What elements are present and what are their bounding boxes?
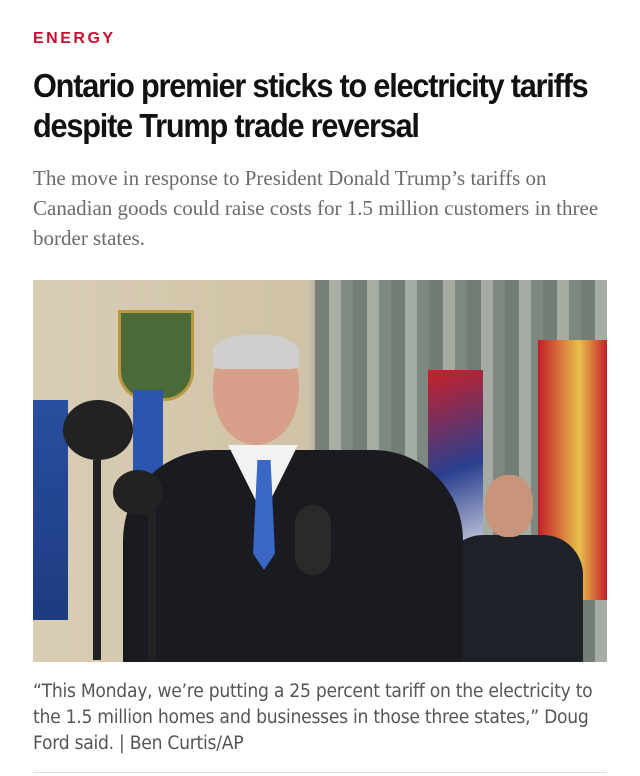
category-label[interactable]: ENERGY: [33, 30, 116, 47]
article-dek: The move in response to President Donald…: [33, 166, 599, 250]
headline: Ontario premier sticks to electricity ta…: [33, 67, 589, 144]
photo-caption: “This Monday, we’re putting a 25 percent…: [33, 681, 593, 754]
photo-crest: [118, 310, 194, 401]
article-photo[interactable]: [33, 280, 607, 662]
photo-flag: [33, 400, 68, 620]
photo-background-person: [443, 475, 583, 662]
divider: [33, 772, 607, 773]
photo-microphones: [53, 400, 193, 662]
photo-microphone: [295, 505, 331, 575]
photo-speaker: [113, 335, 473, 662]
